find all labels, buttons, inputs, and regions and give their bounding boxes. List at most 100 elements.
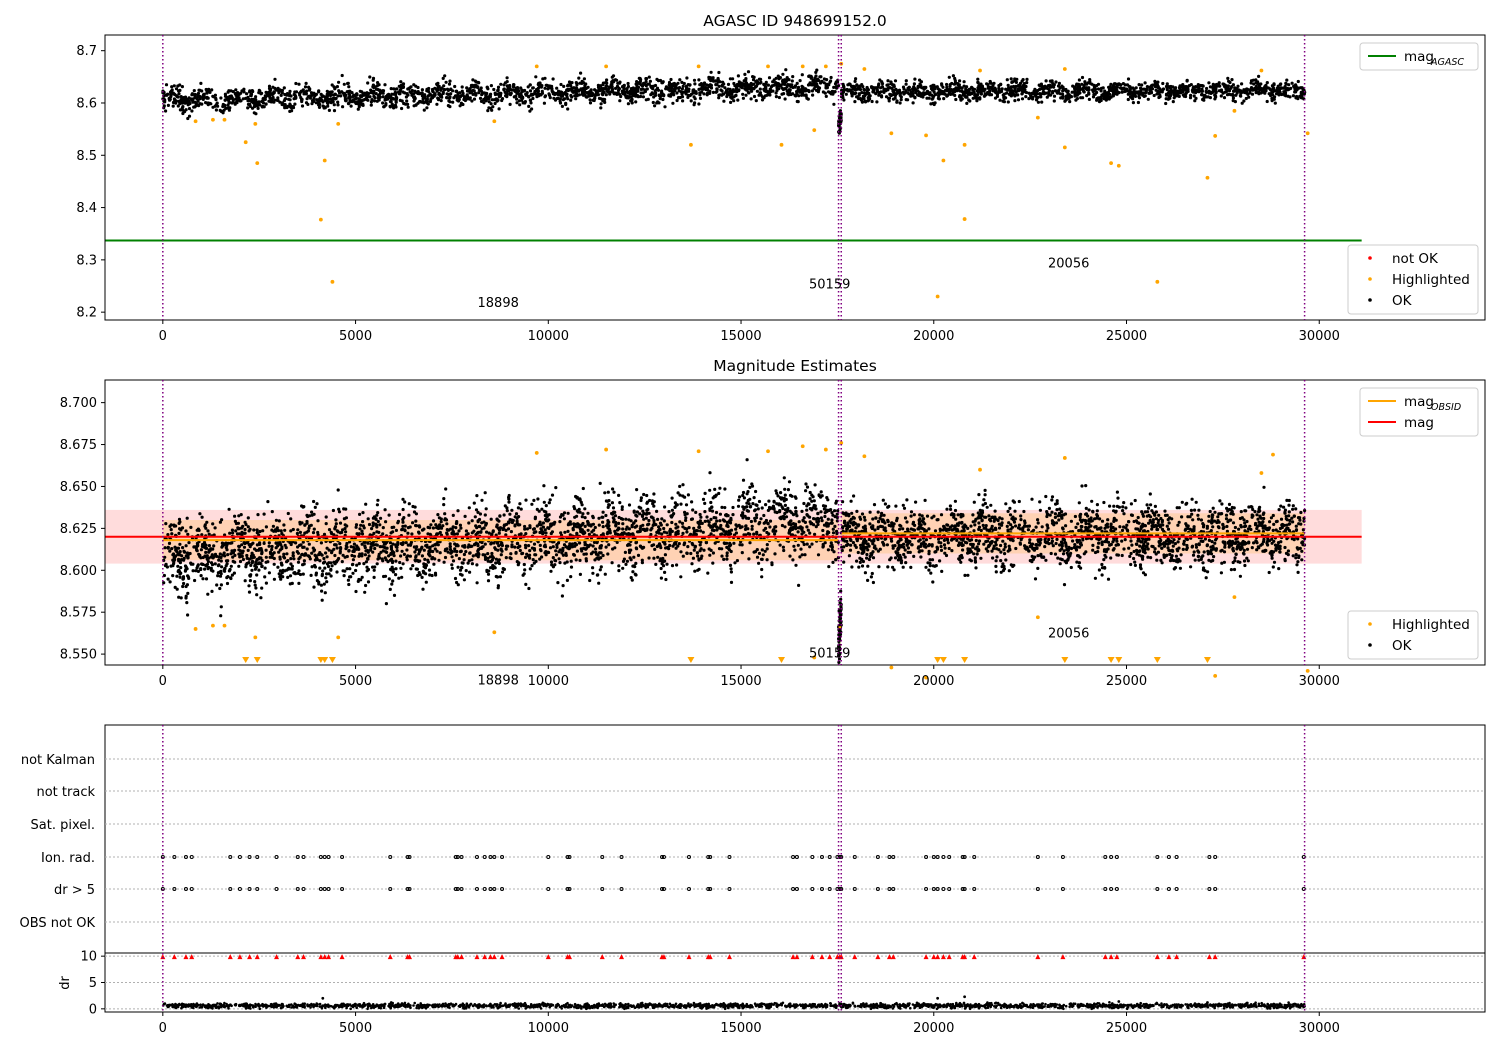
ok-point [173,98,177,102]
ok-point [631,91,635,95]
ok-point [1068,100,1072,104]
ok-point [1016,84,1020,88]
ok-point [1045,95,1049,99]
ok-point [351,98,355,102]
ok-point [1077,78,1081,82]
ok-point [614,86,618,90]
ok-point [617,87,622,91]
ok-point [962,80,966,84]
ok-point [1041,90,1045,94]
ok-point [644,79,648,84]
ok-point [862,87,866,92]
ok-point [1197,85,1201,89]
ok-point [229,89,233,93]
ok-point [779,83,783,87]
ok-point [738,495,742,499]
ok-point [1157,95,1161,100]
ok-point [264,95,268,99]
ok-point [445,96,449,100]
ok-point [453,84,457,89]
ok-point [435,89,439,93]
ok-point [1182,94,1186,98]
ok-point [1022,85,1026,89]
ok-point [548,498,552,502]
x-tick-label: 10000 [528,329,569,344]
ok-point [433,86,437,90]
ok-point [741,490,746,495]
ok-point [1219,94,1223,98]
ok-point [423,93,427,97]
ok-point [409,91,413,95]
ok-point [853,92,857,96]
ok-point [1164,101,1168,106]
ok-point [166,92,170,96]
ok-point [178,108,182,112]
ok-point [486,579,491,583]
ok-point [618,80,622,84]
x-tick-label: 30000 [1299,329,1340,344]
ok-point [995,94,1000,99]
ok-point [1082,89,1086,93]
ok-point [755,89,760,93]
ok-point [261,98,265,102]
ok-point [1153,79,1157,83]
ok-point [407,87,411,91]
ok-point [1271,86,1275,90]
ok-point [180,85,184,89]
ok-point [744,78,748,82]
ok-point [685,90,689,94]
ok-point [1106,91,1110,95]
ok-point [979,92,984,96]
ok-point [1152,93,1156,98]
ok-point [288,582,292,586]
ok-point [798,79,802,83]
ok-point [454,94,458,98]
ok-point [515,101,519,105]
ok-point [1149,91,1154,95]
ok-point [369,103,373,107]
ok-point [400,106,404,111]
ok-point [344,99,348,103]
ok-point [1105,97,1109,101]
ok-point [420,88,424,92]
ok-point [321,94,325,98]
ok-point [659,576,664,580]
ok-point [639,94,643,99]
ok-point [479,89,483,93]
ok-point [833,82,838,86]
ok-point [528,83,532,87]
ok-point [431,90,435,94]
ok-point [731,95,735,99]
ok-point [787,93,791,97]
ok-point [247,584,251,588]
ok-point [744,81,749,85]
ok-point [1222,96,1227,100]
ok-point [399,80,403,84]
ok-point [970,92,974,96]
ok-point [373,96,377,100]
ok-point [299,89,303,93]
ok-point [1225,93,1230,97]
highlighted-point [330,279,335,284]
ok-point [215,101,219,105]
ok-point [267,84,272,88]
ok-point [399,85,403,89]
ok-point [394,92,398,96]
ok-point [388,104,392,108]
ok-point [219,605,223,609]
ok-point [1006,83,1010,87]
ok-point [729,580,734,585]
ok-point [886,83,890,87]
ok-point [812,78,816,82]
ok-point [1117,91,1121,95]
ok-point [462,578,466,582]
ok-point [804,489,808,493]
ok-point [587,92,591,96]
ok-point [599,102,603,106]
ok-point [552,96,556,100]
ok-point [866,98,871,103]
ok-point [339,94,343,98]
ok-point [1146,97,1150,101]
ok-point [583,90,587,94]
ok-point [607,90,611,94]
